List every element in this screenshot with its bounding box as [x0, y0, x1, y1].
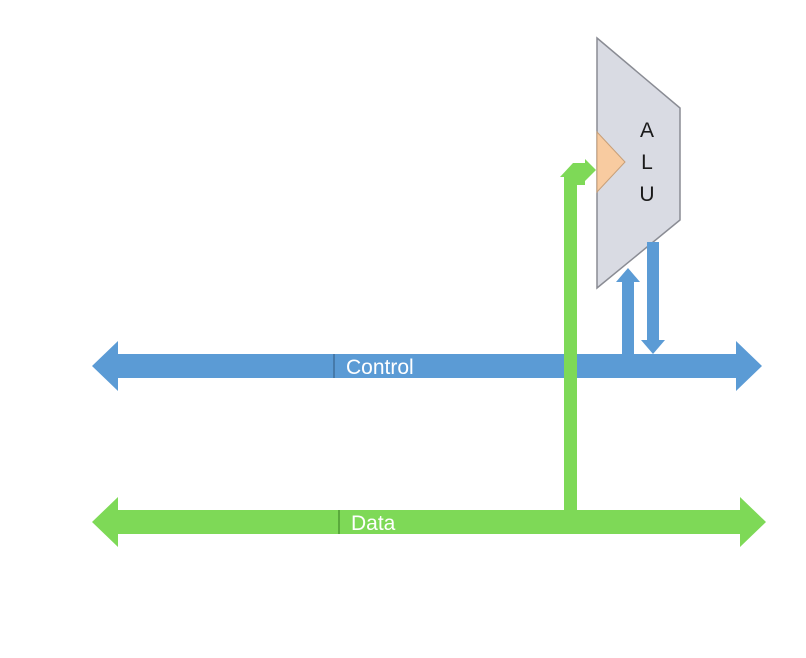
- control-bus-label: Control: [346, 356, 414, 379]
- data-bus-arrow: [92, 497, 766, 547]
- alu-block: [596, 36, 681, 290]
- alu-letter-u: U: [639, 183, 654, 206]
- data-to-alu-arrow: [560, 159, 596, 510]
- alu-to-control-arrow: [641, 242, 665, 354]
- control-bus-arrow: [92, 341, 762, 391]
- control-to-alu-arrow: [616, 268, 640, 354]
- alu-clock-marker: [596, 130, 626, 194]
- alu-letter-a: A: [640, 119, 654, 142]
- data-bus-label: Data: [351, 512, 396, 535]
- alu-letter-l: L: [641, 151, 653, 174]
